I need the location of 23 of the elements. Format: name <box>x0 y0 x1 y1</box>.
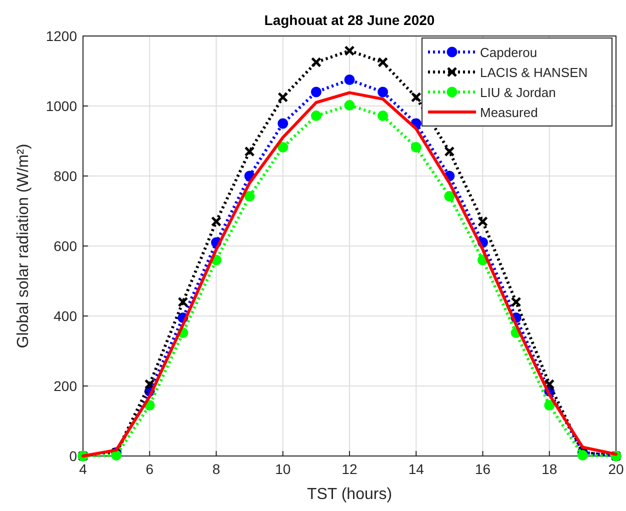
y-tick-label: 200 <box>54 378 78 394</box>
legend-label: LACIS & HANSEN <box>480 65 588 80</box>
x-tick-label: 10 <box>275 461 291 477</box>
x-tick-label: 12 <box>342 461 358 477</box>
legend-label: LIU & Jordan <box>480 85 556 100</box>
x-axis-title: TST (hours) <box>306 486 392 503</box>
y-tick-label: 800 <box>54 168 78 184</box>
chart-title: Laghouat at 28 June 2020 <box>264 12 435 28</box>
x-tick-label: 16 <box>474 461 491 477</box>
x-tick-label: 8 <box>212 461 220 477</box>
x-tick-label: 20 <box>608 461 624 477</box>
y-tick-label: 0 <box>69 448 78 464</box>
y-tick-label: 1200 <box>46 28 78 44</box>
x-tick-label: 6 <box>146 461 154 477</box>
legend-label: Measured <box>480 105 538 120</box>
x-tick-label: 18 <box>542 461 558 477</box>
y-tick-label: 400 <box>54 308 78 324</box>
y-axis-title: Global solar radiation (W/m²) <box>15 144 32 348</box>
y-tick-label: 1000 <box>46 98 78 114</box>
x-tick-label: 14 <box>408 461 424 477</box>
legend-label: Capderou <box>480 45 538 60</box>
y-tick-label: 600 <box>54 238 78 254</box>
x-tick-label: 4 <box>79 461 88 477</box>
